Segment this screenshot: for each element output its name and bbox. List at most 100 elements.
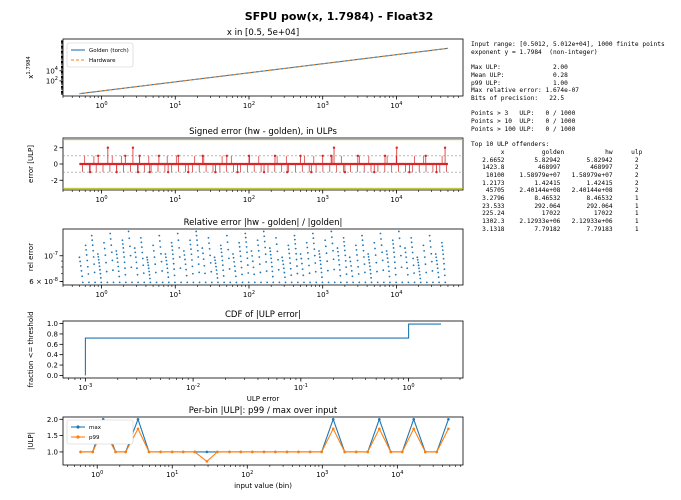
- p5-xtick-label: 103: [316, 470, 328, 479]
- p5-point-p99: [320, 450, 323, 454]
- p3-point: [287, 244, 290, 247]
- p3-point: [139, 237, 142, 239]
- p3-point: [142, 272, 145, 274]
- p2-ytick-label: 0: [54, 161, 58, 169]
- p3-point: [220, 247, 223, 250]
- p3-point: [283, 271, 286, 274]
- p3-point: [186, 281, 189, 284]
- p3-point: [178, 246, 180, 249]
- p3-point: [436, 263, 439, 266]
- p3-point: [423, 249, 426, 252]
- p3-point: [379, 232, 382, 235]
- p3-point: [361, 239, 364, 242]
- p5-point-p99: [285, 450, 289, 454]
- p3-point: [233, 260, 236, 263]
- p3-point: [214, 262, 217, 265]
- p3-point: [343, 245, 346, 247]
- p3-point: [185, 274, 188, 277]
- p2-error-point: [332, 146, 336, 149]
- p3-point: [123, 256, 126, 258]
- p3-point: [81, 281, 84, 284]
- p3-point: [393, 256, 396, 258]
- p3-point: [281, 259, 284, 262]
- p5-point-p99: [400, 450, 404, 454]
- p5-point-p99: [136, 427, 140, 431]
- p3-point: [141, 257, 144, 260]
- p3-point: [198, 281, 201, 284]
- p3-point: [381, 259, 384, 262]
- p3-point: [400, 254, 402, 257]
- p3-point: [167, 281, 170, 284]
- p4-xtick-label: 100: [403, 383, 415, 392]
- p3-point: [190, 253, 193, 256]
- p3-point: [387, 261, 389, 264]
- p3-point: [287, 248, 290, 251]
- p3-point: [228, 268, 231, 270]
- p3-point: [213, 256, 216, 259]
- p3-point: [104, 254, 107, 257]
- p3-point: [251, 260, 254, 263]
- p3-point: [154, 263, 157, 266]
- p3-point: [401, 281, 404, 284]
- p3-point: [264, 253, 267, 256]
- p3-point: [350, 265, 352, 267]
- p5-point-p99: [262, 450, 266, 454]
- p2-error-point: [106, 146, 110, 149]
- p3-point: [198, 271, 201, 274]
- p3-point: [240, 260, 242, 263]
- p3-point: [208, 247, 211, 250]
- figure-title: SFPU pow(x, 1.7984) - Float32: [245, 10, 434, 23]
- p3-point: [79, 260, 82, 263]
- p2-error-point: [138, 154, 141, 158]
- p3-point: [207, 237, 210, 239]
- p3-point: [225, 234, 228, 237]
- p3-point: [404, 247, 406, 249]
- p5-point-p99: [354, 450, 358, 454]
- p3-point: [180, 281, 183, 284]
- p3-point: [443, 274, 446, 277]
- p1-legend-label: Hardware: [89, 58, 116, 64]
- p3-point: [173, 274, 176, 277]
- p3-point: [442, 253, 445, 256]
- p3-point: [319, 259, 322, 262]
- p2-ytick-label: 2: [54, 144, 58, 152]
- p3-point: [239, 255, 242, 258]
- p3-point: [395, 281, 398, 284]
- p2-error-point: [166, 170, 170, 174]
- p3-point: [191, 265, 194, 268]
- p3-point: [266, 281, 269, 284]
- p3-point: [301, 262, 303, 265]
- p3-point: [443, 268, 446, 271]
- p3-point: [271, 275, 274, 278]
- p3-point: [443, 262, 445, 265]
- p3-point: [282, 267, 285, 270]
- p3-point: [376, 281, 379, 284]
- p4-frame: [62, 320, 464, 379]
- p3-point: [262, 230, 265, 233]
- p3-point: [99, 272, 102, 275]
- p2-error-point: [329, 154, 333, 158]
- p2-error-point: [424, 154, 427, 158]
- p3-point: [356, 254, 358, 256]
- p3-point: [423, 256, 426, 258]
- p2-error-point: [383, 154, 387, 158]
- p3-point: [111, 259, 114, 262]
- p2-error-point: [247, 154, 251, 158]
- p3-point: [260, 281, 262, 284]
- p1-xtick-label: 104: [390, 101, 402, 110]
- p3-point: [222, 275, 225, 277]
- p5-point-p99: [412, 427, 416, 431]
- p3-point: [147, 267, 150, 270]
- p4-ytick-label: 0.0: [47, 372, 58, 380]
- p3-point: [338, 259, 340, 261]
- p3-point: [289, 262, 292, 265]
- p3-point: [117, 265, 120, 268]
- p3-point: [146, 261, 149, 264]
- p3-point: [85, 254, 88, 256]
- p3-point: [250, 250, 253, 252]
- p4-ytick-label: 0.6: [47, 341, 59, 349]
- p3-point: [374, 254, 377, 257]
- p2-error-point: [148, 170, 151, 174]
- p3-point: [88, 281, 90, 284]
- p1-xtick-label: 102: [243, 101, 255, 110]
